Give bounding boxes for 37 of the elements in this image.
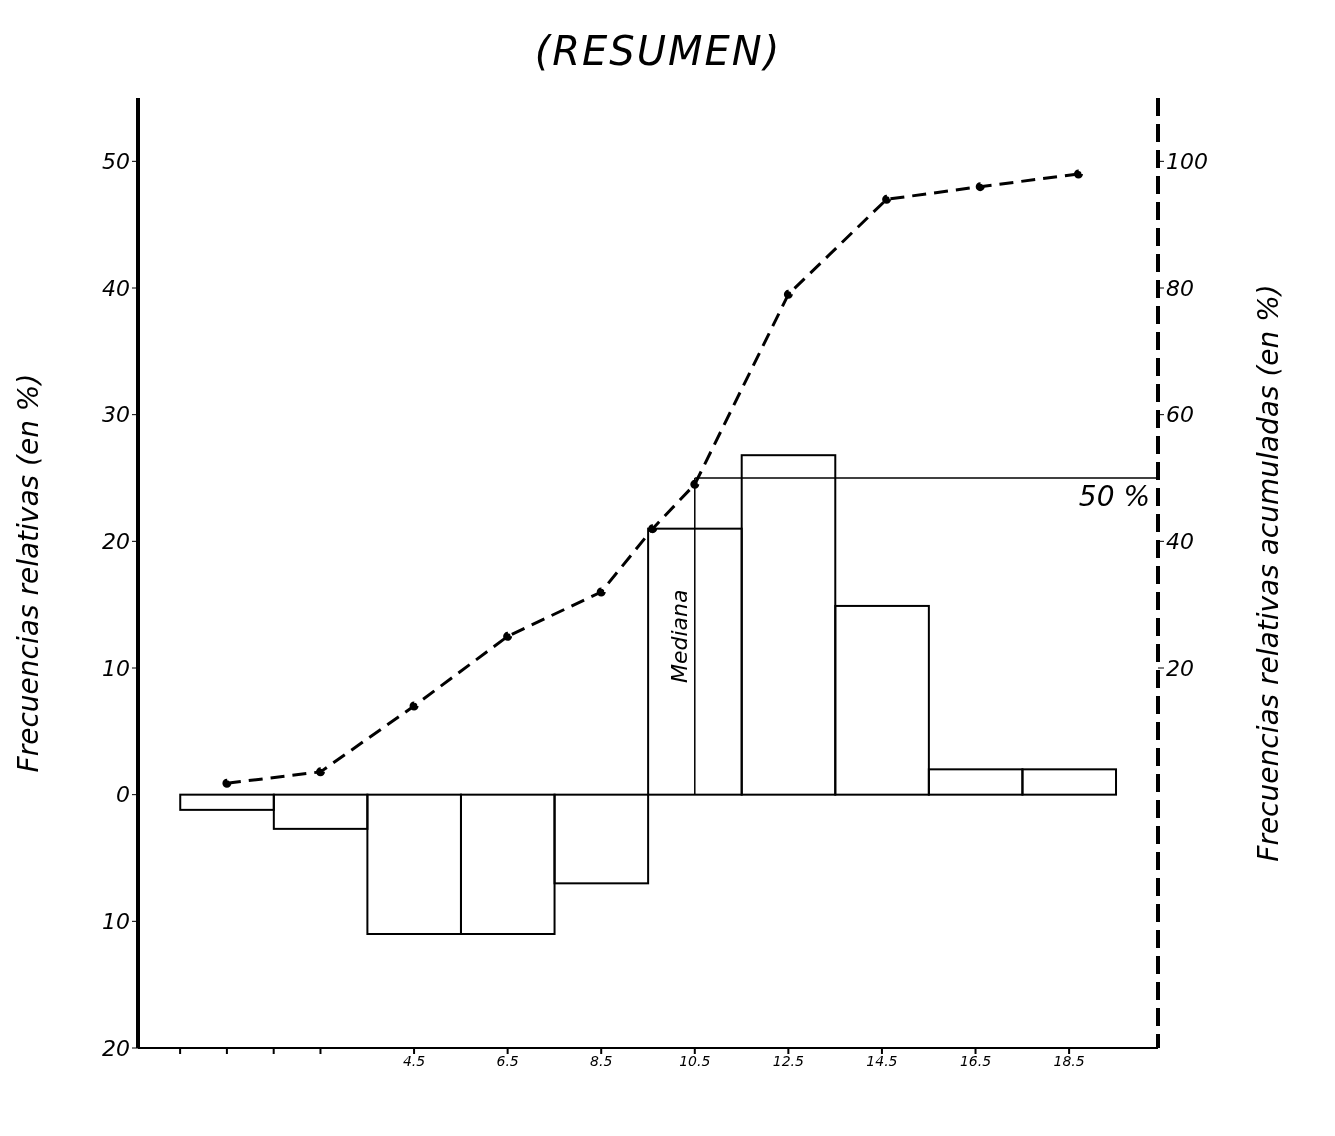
point [648, 524, 658, 534]
y-tick-label: 10 [102, 655, 130, 681]
y-tick-label: 20 [102, 529, 130, 555]
point [1073, 169, 1083, 179]
x-tick-label: 10.5 [679, 1052, 711, 1069]
x-tick-label: 6.5 [496, 1052, 519, 1069]
x-tick-label: 14.5 [866, 1052, 898, 1069]
point [882, 194, 892, 204]
y-tick-label: 0 [116, 782, 130, 808]
x-tick-label: 18.5 [1053, 1052, 1085, 1069]
y2-tick-label: 80 [1166, 275, 1194, 301]
y-tick-label: 30 [102, 402, 130, 428]
y2-axis-title: Frecuencias relativas acumuladas (en %) [1251, 284, 1285, 862]
x-tick-label: 8.5 [590, 1052, 613, 1069]
y2-tick-label: 20 [1166, 655, 1194, 681]
y-tick-label: 50 [102, 149, 130, 175]
point [596, 587, 606, 597]
point [315, 767, 325, 777]
y2-tick-label: 60 [1166, 402, 1194, 428]
x-tick-label: 12.5 [772, 1052, 805, 1069]
y-tick-label: 10 [102, 909, 130, 935]
y-tick-label: 40 [102, 275, 130, 301]
point [690, 479, 700, 489]
ref-line-label: Mediana [666, 589, 692, 684]
chart-title: (RESUMEN) [533, 28, 783, 74]
x-tick-label: 16.5 [959, 1052, 992, 1069]
y2-tick-label: 100 [1166, 149, 1208, 175]
point [503, 631, 513, 641]
y-tick-label: 20 [102, 1035, 130, 1061]
point [222, 778, 232, 788]
point [975, 182, 985, 192]
ref-line-label: 50 % [1078, 479, 1150, 513]
point [409, 701, 419, 711]
point [783, 289, 793, 299]
x-tick-label: 4.5 [402, 1052, 426, 1069]
y2-tick-label: 40 [1166, 529, 1194, 555]
y-axis-title: Frecuencias relativas (en %) [11, 373, 45, 773]
